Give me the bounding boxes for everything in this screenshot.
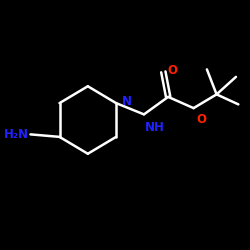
Text: N: N <box>122 94 132 108</box>
Text: O: O <box>167 64 177 77</box>
Text: NH: NH <box>145 121 165 134</box>
Text: O: O <box>196 112 206 126</box>
Text: H₂N: H₂N <box>4 128 29 141</box>
